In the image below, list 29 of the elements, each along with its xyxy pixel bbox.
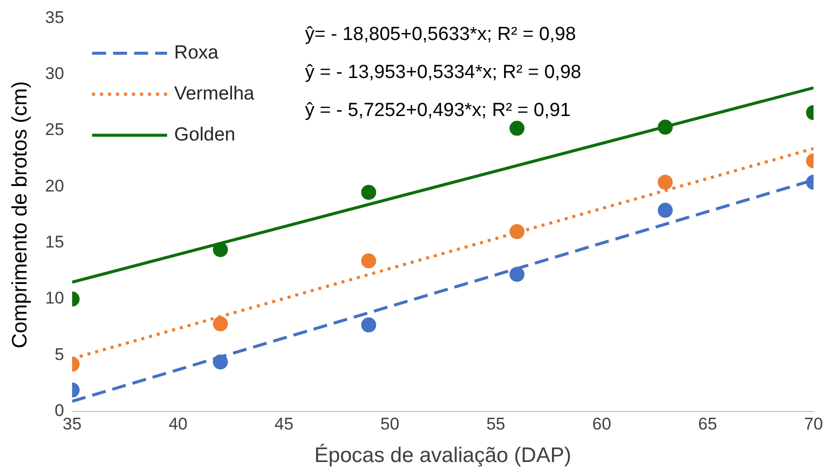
y-axis-title: Comprimento de brotos (cm) [8,81,32,348]
point [361,253,376,268]
point [361,184,376,200]
point [509,120,524,136]
point [361,317,376,332]
x-tick-label: 55 [486,414,506,434]
y-tick-label: 5 [54,344,64,364]
point [509,224,524,240]
y-tick-label: 15 [45,232,64,252]
legend-label: Golden [174,124,236,146]
annotation: ŷ = - 13,953+0,5334*x; R² = 0,98 [305,62,582,84]
y-tick-label: 30 [45,64,64,84]
x-tick-label: 70 [804,414,824,434]
x-tick-label: 65 [698,414,718,434]
x-axis-title: Épocas de avaliação (DAP) [314,443,572,468]
y-tick-label: 35 [45,8,64,27]
y-tick-label: 0 [54,401,64,420]
legend-label: Roxa [174,42,219,64]
x-tick-label: 50 [380,414,400,434]
point [509,266,524,282]
x-tick-label: 40 [168,414,188,434]
y-tick-label: 20 [45,176,64,196]
x-tick-label: 60 [592,414,612,434]
annotation: ŷ = - 5,7252+0,493*x; R² = 0,91 [305,100,571,122]
y-tick-label: 25 [45,120,64,140]
y-tick-label: 10 [45,288,64,308]
legend-label: Vermelha [174,83,255,104]
annotation: ŷ= - 18,805+0,5633*x; R² = 0,98 [305,24,576,46]
x-tick-label: 45 [274,414,294,434]
